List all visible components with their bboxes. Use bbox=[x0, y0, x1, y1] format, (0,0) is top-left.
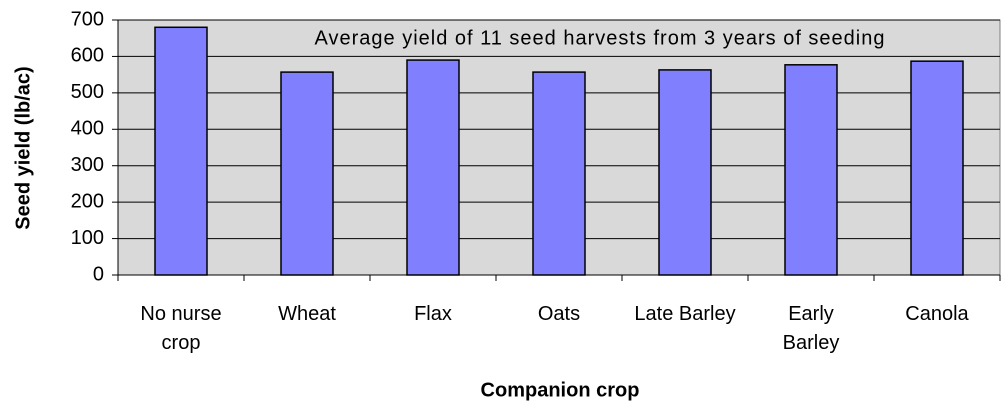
x-tick-label: Oats bbox=[537, 303, 581, 325]
bar bbox=[784, 64, 838, 276]
x-tick-label: No nurse crop bbox=[140, 303, 222, 354]
y-tick-label: 600 bbox=[71, 45, 104, 67]
x-tick-label: Canola bbox=[905, 303, 969, 325]
y-tick-label: 500 bbox=[71, 81, 104, 103]
y-axis-title: Seed yield (lb/ac) bbox=[12, 66, 34, 229]
x-tick-label: Wheat bbox=[278, 303, 336, 325]
y-tick-label: 200 bbox=[71, 190, 104, 212]
y-tick-label: 300 bbox=[71, 154, 104, 176]
y-tick-label: 100 bbox=[71, 227, 104, 249]
annotation: Average yield of 11 seed harvests from 3… bbox=[315, 27, 886, 49]
y-tick-label: 400 bbox=[71, 118, 104, 140]
bar bbox=[280, 71, 334, 276]
x-tick-label: Flax bbox=[414, 303, 452, 325]
y-tick-label: 0 bbox=[93, 263, 104, 285]
bar bbox=[910, 60, 964, 276]
bar bbox=[154, 26, 208, 276]
bar bbox=[658, 69, 712, 276]
bar bbox=[532, 71, 586, 276]
x-tick-label: Late Barley bbox=[634, 303, 736, 325]
y-tick-label: 700 bbox=[71, 8, 104, 30]
x-axis-title: Companion crop bbox=[481, 379, 640, 401]
x-tick-label: Early Barley bbox=[782, 303, 840, 354]
bar bbox=[406, 59, 460, 276]
